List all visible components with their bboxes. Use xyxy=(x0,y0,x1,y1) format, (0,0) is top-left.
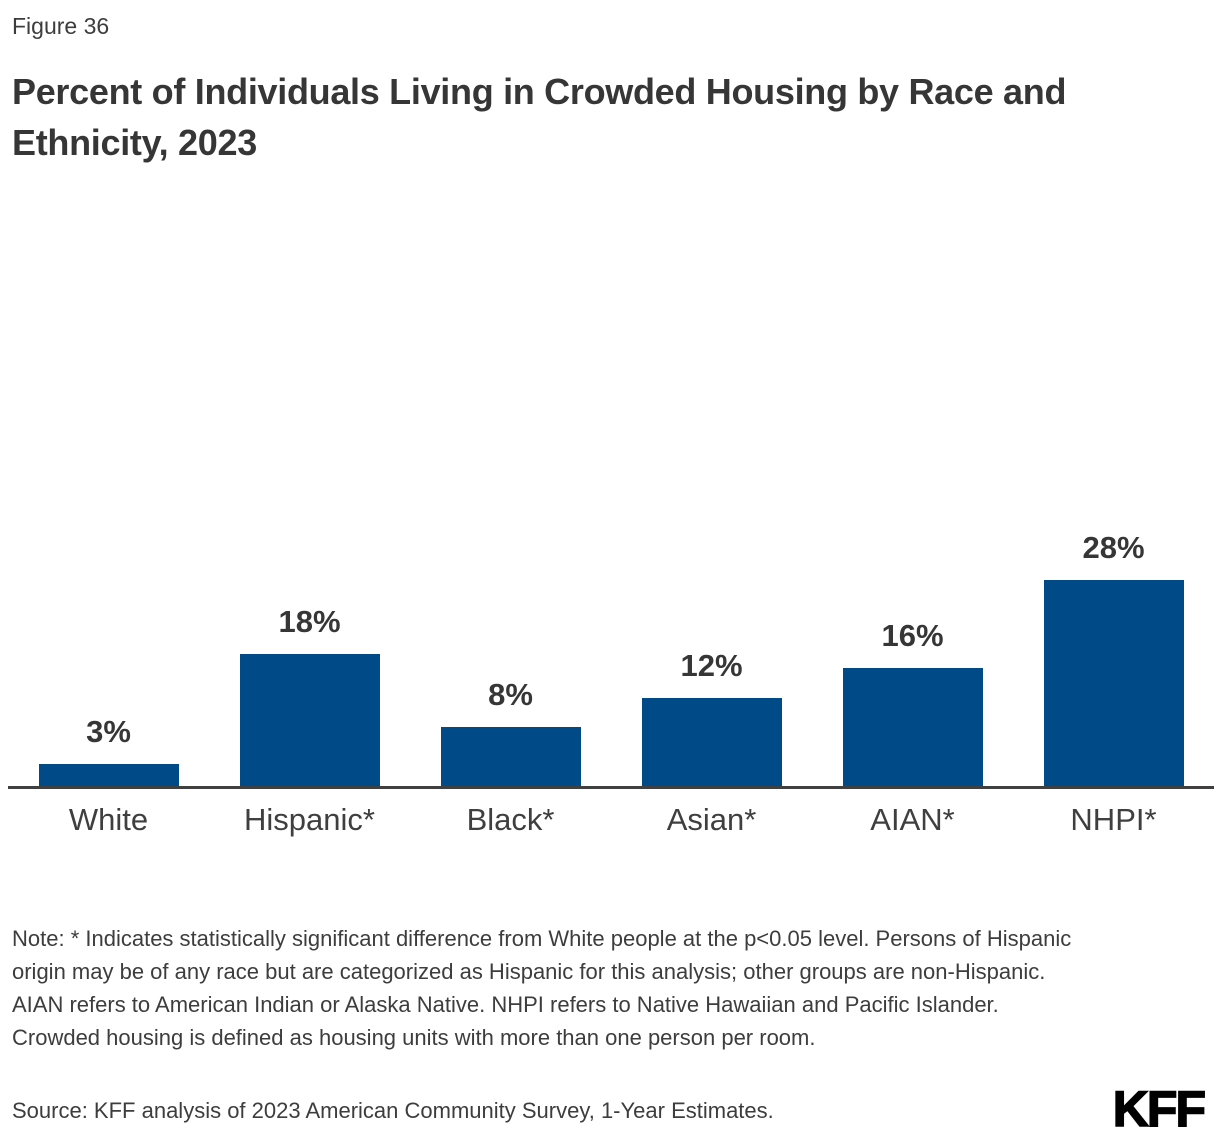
category-label: Hispanic* xyxy=(244,802,375,837)
bar-value-label: 16% xyxy=(881,618,944,653)
bar-group: 12% xyxy=(611,428,812,786)
chart-title: Percent of Individuals Living in Crowded… xyxy=(12,71,1067,164)
bar-value-label: 3% xyxy=(86,714,131,749)
bar xyxy=(842,668,983,786)
category-label: Black* xyxy=(466,802,555,837)
figure-number-label: Figure 36 xyxy=(12,13,110,39)
bar xyxy=(38,764,179,786)
category-label: AIAN* xyxy=(870,802,955,837)
bar-value-label: 18% xyxy=(278,604,341,639)
category-label: Asian* xyxy=(666,802,757,837)
bar-group: 18% xyxy=(209,428,410,786)
bar-group: 8% xyxy=(410,428,611,786)
bar-value-label: 28% xyxy=(1082,530,1145,565)
bar-value-label: 12% xyxy=(680,648,743,683)
source-text: Source: KFF analysis of 2023 American Co… xyxy=(12,1098,774,1123)
category-label: NHPI* xyxy=(1070,802,1157,837)
bar xyxy=(440,727,581,786)
bar-group: 16% xyxy=(812,428,1013,786)
category-label: White xyxy=(68,802,149,837)
bar-chart: 3% 18% 8% 12% 16% 28% White Hispanic* Black* Asi… xyxy=(8,428,1214,838)
bar xyxy=(239,654,380,786)
kff-logo: KFF xyxy=(1112,1080,1207,1138)
bar xyxy=(641,698,782,786)
bar-group: 3% xyxy=(8,428,209,786)
bars-row: 3% 18% 8% 12% 16% 28% xyxy=(8,428,1214,789)
bar xyxy=(1043,580,1184,786)
bar-value-label: 8% xyxy=(488,677,533,712)
category-labels-row: White Hispanic* Black* Asian* AIAN* NHPI* xyxy=(8,802,1214,838)
note-text: Note: * Indicates statistically signific… xyxy=(12,926,1072,1050)
bar-group: 28% xyxy=(1013,428,1214,786)
